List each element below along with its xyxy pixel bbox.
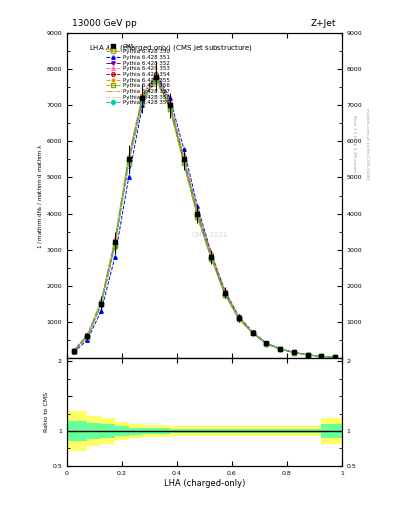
X-axis label: LHA (charged-only): LHA (charged-only) [163, 479, 245, 487]
Text: 13000 GeV pp: 13000 GeV pp [72, 19, 137, 28]
Text: Rivet 3.1.10, ≥ 3.2M events: Rivet 3.1.10, ≥ 3.2M events [352, 115, 356, 172]
Text: LHA $\lambda^{1}_{0.5}$ (charged only) (CMS jet substructure): LHA $\lambda^{1}_{0.5}$ (charged only) (… [89, 43, 253, 56]
Y-axis label: Ratio to CMS: Ratio to CMS [44, 392, 50, 432]
Text: CMS_2021: CMS_2021 [192, 231, 228, 238]
Legend: CMS, Pythia 6.428 350, Pythia 6.428 351, Pythia 6.428 352, Pythia 6.428 353, Pyt: CMS, Pythia 6.428 350, Pythia 6.428 351,… [105, 42, 171, 106]
Text: mcplots.cern.ch [arXiv:1306.3436]: mcplots.cern.ch [arXiv:1306.3436] [365, 108, 369, 179]
Y-axis label: 1 / mathrm dN$_b$ / mathrm d mathrm λ: 1 / mathrm dN$_b$ / mathrm d mathrm λ [36, 142, 45, 248]
Text: Z+Jet: Z+Jet [311, 19, 336, 28]
